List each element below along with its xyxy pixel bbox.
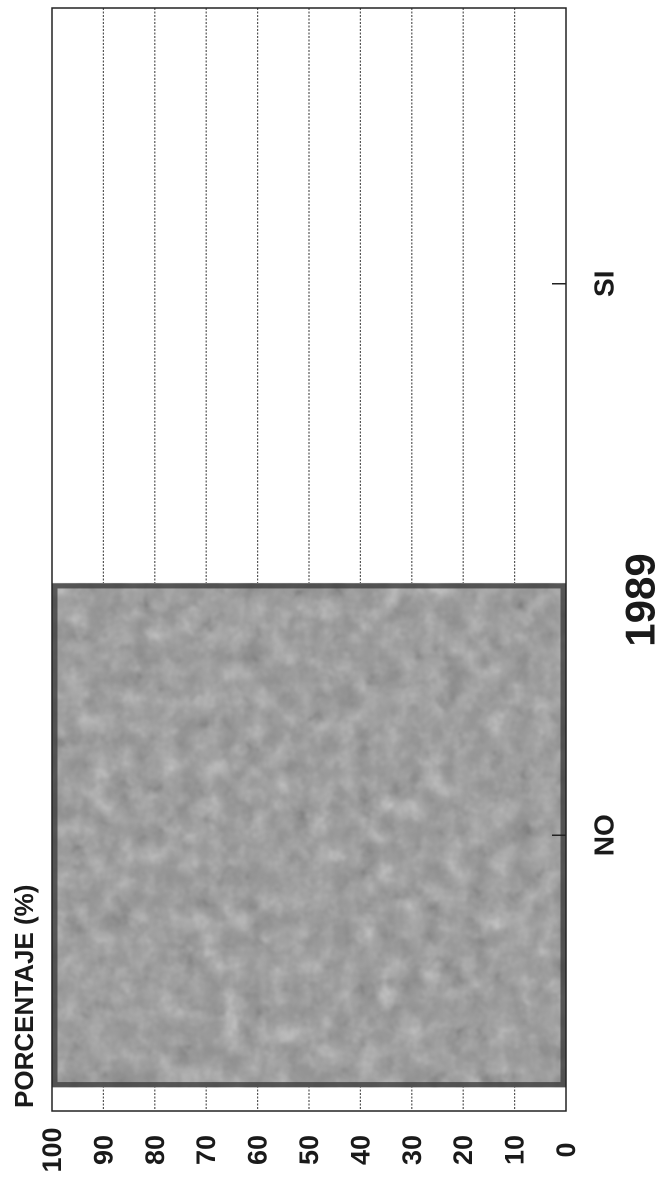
y-tick-label: 20 [448, 1135, 478, 1165]
y-tick-label: 10 [500, 1135, 530, 1165]
y-tick-label: 90 [88, 1135, 118, 1165]
y-tick-label: 50 [294, 1135, 324, 1165]
y-tick-label: 40 [345, 1135, 375, 1165]
y-tick-label: 70 [191, 1135, 221, 1165]
category-label: SI [589, 271, 620, 297]
bar-texture [52, 582, 566, 1088]
plot-border [51, 7, 567, 1112]
x-axis-categories: NO SI [589, 271, 620, 857]
y-tick-label: 60 [243, 1135, 273, 1165]
category-label: NO [589, 814, 620, 856]
y-tick-label: 100 [37, 1127, 67, 1172]
bars [52, 582, 566, 1088]
y-tick-label: 80 [140, 1135, 170, 1165]
y-axis-ticks: 0 10 20 30 40 50 60 70 80 90 100 [37, 283, 581, 1173]
y-tick-label: 0 [551, 1142, 581, 1157]
y-axis-label: PORCENTAJE (%) [9, 885, 39, 1108]
y-tick-label: 30 [397, 1135, 427, 1165]
plot-frame [51, 7, 567, 1112]
chart-title: 1989 [617, 553, 664, 646]
grid-lines [102, 8, 516, 1111]
